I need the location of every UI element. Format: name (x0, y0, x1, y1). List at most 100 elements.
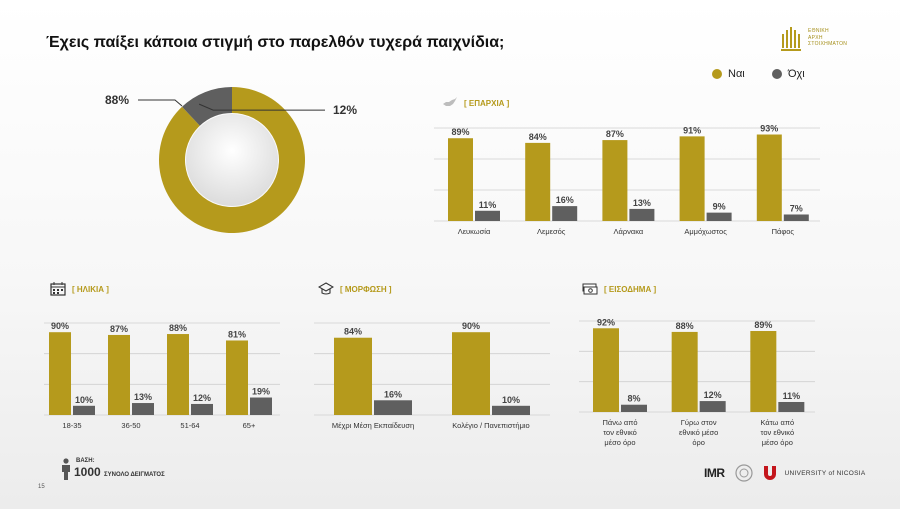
data-label-eisodima: 88% (676, 321, 694, 331)
data-label-eisodima: 12% (704, 390, 722, 400)
data-label-ilikia: 90% (51, 321, 69, 331)
category-label-eparxia: Πάφος (772, 227, 795, 236)
donut-label-yes: 88% (105, 93, 129, 107)
data-label-morfosi: 84% (344, 327, 362, 337)
eparxia-bar-chart: 89% 11% Λευκωσία 84% 16% Λεμεσός 87% 13% Λάρνακα… (434, 124, 820, 236)
bar-eparxia-yes (448, 138, 473, 221)
logo-emblem-icon (781, 27, 801, 51)
section-ilikia: [ ΗΛΙΚΙΑ ] (50, 282, 109, 296)
category-label-eparxia: Λάρνακα (614, 227, 644, 236)
category-label-eparxia: Αμμόχωστος (684, 227, 727, 236)
data-label-eisodima: 8% (627, 394, 640, 404)
data-label-eparxia: 7% (790, 203, 803, 213)
category-label-eisodima: Κάτω από (760, 418, 794, 427)
bar-eparxia-no (629, 208, 655, 221)
bar-eparxia-yes (679, 136, 705, 221)
calendar-icon (50, 282, 66, 296)
bar-ilikia-yes (167, 334, 189, 415)
bar-eparxia-no (783, 214, 809, 221)
legend-no-label: Όχι (788, 68, 805, 80)
bar-eisodima-yes (750, 331, 777, 412)
category-label-morfosi: Μέχρι Μέση Εκπαίδευση (332, 421, 414, 430)
base-label: ΒΑΣΗ: (76, 458, 95, 464)
bar-ilikia-no (73, 405, 95, 415)
data-label-eparxia: 91% (683, 125, 701, 135)
eaas-logo: ΕΘΝΙΚΗ ΑΡΧΗ ΣΤΟΙΧΗΜΑΤΟΝ (780, 24, 870, 56)
category-label-eisodima: μέσο όρο (762, 438, 793, 447)
bar-eisodima-yes (593, 328, 619, 412)
category-label-eparxia: Λεμεσός (537, 227, 566, 236)
data-label-ilikia: 10% (75, 395, 93, 405)
data-label-morfosi: 10% (502, 395, 520, 405)
bar-morfosi-no (492, 405, 530, 415)
donut-slice-no (182, 87, 232, 126)
bar-ilikia-yes (108, 334, 130, 415)
bar-morfosi-yes (334, 337, 372, 415)
imr-logo: IMR (704, 466, 725, 480)
data-label-eparxia: 11% (479, 200, 497, 210)
data-label-eparxia: 13% (633, 198, 651, 208)
bar-ilikia-no (132, 403, 154, 415)
data-label-ilikia: 13% (134, 392, 152, 402)
category-label-eisodima: όρο (692, 438, 705, 447)
legend-yes-label: Ναι (728, 68, 745, 80)
base-description: ΣΥΝΟΛΟ ΔΕΙΓΜΑΤΟΣ (104, 472, 165, 478)
legend-no: Όχι (772, 68, 805, 80)
donut-slice-yes (159, 87, 305, 234)
bar-ilikia-no (191, 403, 213, 415)
data-label-ilikia: 87% (110, 324, 128, 334)
data-label-eparxia: 93% (760, 124, 778, 134)
donut-hole (186, 114, 278, 206)
bar-ilikia-no (250, 397, 272, 415)
data-label-eparxia: 89% (451, 127, 469, 137)
person-icon (62, 458, 70, 480)
data-label-eparxia: 84% (529, 132, 547, 142)
page-number: 15 (38, 484, 45, 490)
section-morfosi: [ ΜΟΡΦΩΣΗ ] (318, 282, 392, 296)
bar-morfosi-no (374, 400, 412, 415)
legend-no-swatch (772, 69, 782, 79)
bar-eparxia-no (706, 212, 732, 221)
donut-leader-yes (138, 99, 183, 107)
data-label-ilikia: 19% (252, 387, 270, 397)
data-label-eparxia: 87% (606, 129, 624, 139)
page-title: Έχεις παίξει κάποια στιγμή στο παρελθόν … (46, 34, 505, 51)
category-label-eparxia: Λευκωσία (458, 227, 491, 236)
money-stack-icon (582, 283, 598, 295)
category-label-ilikia: 18-35 (62, 421, 81, 430)
legend-yes: Ναι (712, 68, 745, 80)
category-label-eisodima: Γύρω στον (681, 418, 717, 427)
category-label-eisodima: τον εθνικό (603, 428, 637, 437)
logo-text: ΕΘΝΙΚΗ ΑΡΧΗ ΣΤΟΙΧΗΜΑΤΟΝ (808, 28, 848, 47)
category-label-ilikia: 36-50 (121, 421, 140, 430)
data-label-ilikia: 88% (169, 323, 187, 333)
data-label-ilikia: 81% (228, 329, 246, 339)
bar-eisodima-no (699, 401, 726, 412)
category-label-morfosi: Κολέγιο / Πανεπιστήμιο (452, 421, 529, 430)
section-eparxia: [ ΕΠΑΡΧΙΑ ] (442, 96, 509, 110)
data-label-eisodima: 89% (754, 320, 772, 330)
base-value: 1000 (74, 465, 101, 479)
bar-eparxia-yes (525, 142, 551, 221)
partner-logos: IMR UNIVERSITY of NICOSIA (704, 464, 865, 482)
ilikia-bar-chart: 90% 10% 18-35 87% 13% 36-50 88% 12% 51-64 81% 19% 6… (44, 321, 280, 430)
category-label-eisodima: εθνικό μέσο (679, 428, 718, 437)
bar-ilikia-yes (226, 340, 248, 415)
morfosi-bar-chart: 84% 16% Μέχρι Μέση Εκπαίδευση 90% 10% Κολέγιο… (314, 321, 550, 430)
bar-eparxia-yes (602, 140, 628, 221)
school-icon (318, 282, 334, 295)
category-label-ilikia: 51-64 (180, 421, 199, 430)
category-label-eisodima: Πάνω από (602, 418, 637, 427)
data-label-ilikia: 12% (193, 393, 211, 403)
bar-eparxia-no (552, 206, 578, 221)
bar-eisodima-no (778, 401, 805, 412)
overall-donut-chart: 88% 12% (105, 87, 357, 234)
data-label-eparxia: 9% (713, 202, 726, 212)
category-label-eisodima: μέσο όρο (604, 438, 635, 447)
bar-eparxia-no (475, 210, 500, 221)
section-ilikia-label: [ ΗΛΙΚΙΑ ] (72, 284, 109, 294)
unic-logo-text: UNIVERSITY of NICOSIA (784, 469, 866, 477)
bar-ilikia-yes (49, 332, 71, 415)
section-eparxia-label: [ ΕΠΑΡΧΙΑ ] (464, 98, 510, 108)
